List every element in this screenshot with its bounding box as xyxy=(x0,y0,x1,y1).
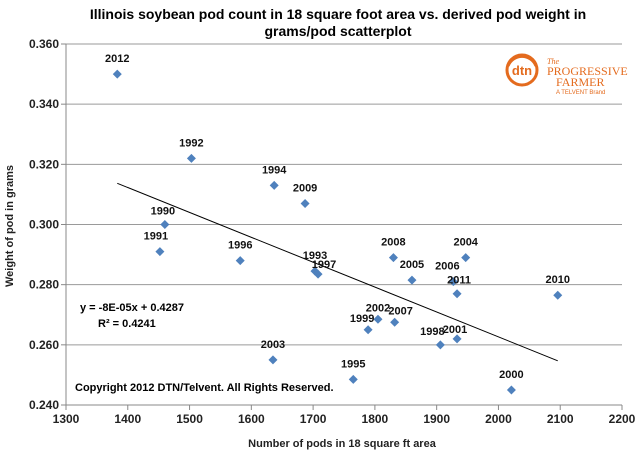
data-point-2004 xyxy=(461,253,471,263)
point-label-2004: 2004 xyxy=(453,237,478,249)
chart-title-line-2: grams/pod scatterplot xyxy=(264,23,411,39)
point-label-1996: 1996 xyxy=(228,240,252,252)
x-tick-labels: 1300 1400 1500 1600 1700 1800 1900 2000 2100 2200 xyxy=(53,405,636,426)
x-tick-label-1: 1400 xyxy=(114,412,141,426)
point-label-2010: 2010 xyxy=(546,274,570,286)
point-label-1991: 1991 xyxy=(144,231,168,243)
point-label-1995: 1995 xyxy=(341,358,365,370)
data-point-2010 xyxy=(553,290,563,300)
x-tick-label-8: 2100 xyxy=(547,412,574,426)
point-label-2002: 2002 xyxy=(366,302,390,314)
point-label-1998: 1998 xyxy=(420,326,444,338)
point-label-2007: 2007 xyxy=(388,305,412,317)
y-tick-label-2: 0.280 xyxy=(29,278,59,292)
trendline-line xyxy=(117,182,558,362)
data-point-1999 xyxy=(363,325,373,335)
data-point-1994 xyxy=(269,180,279,190)
gridlines xyxy=(66,43,622,346)
y-tick-label-1: 0.260 xyxy=(29,338,59,352)
point-label-1993: 1993 xyxy=(303,250,327,262)
y-tick-label-3: 0.300 xyxy=(29,218,59,232)
copyright-note: Copyright 2012 DTN/Telvent. All Rights R… xyxy=(75,382,334,394)
chart-title-line-1: Illinois soybean pod count in 18 square … xyxy=(90,6,586,22)
point-label-2012: 2012 xyxy=(105,53,129,65)
trendline xyxy=(117,182,558,362)
point-label-2000: 2000 xyxy=(499,369,523,381)
dtn-badge-arc-icon xyxy=(506,54,538,67)
dtn-badge-text: dtn xyxy=(512,63,532,78)
y-axis-label: Weight of pod in grams xyxy=(4,165,16,287)
y-tick-label-4: 0.320 xyxy=(29,157,59,171)
x-axis-label: Number of pods in 18 square ft area xyxy=(248,438,437,450)
x-tick-label-0: 1300 xyxy=(53,412,80,426)
point-label-1994: 1994 xyxy=(262,164,287,176)
point-label-2001: 2001 xyxy=(443,324,467,336)
point-label-2003: 2003 xyxy=(261,339,285,351)
x-tick-label-4: 1700 xyxy=(300,412,327,426)
data-point-2012 xyxy=(112,69,122,79)
y-tick-label-6: 0.360 xyxy=(29,37,59,51)
x-tick-label-5: 1800 xyxy=(362,412,389,426)
data-point-2002 xyxy=(373,314,383,324)
logo-line-1: The xyxy=(547,57,559,66)
point-label-2011: 2011 xyxy=(447,275,471,287)
point-label-1992: 1992 xyxy=(179,137,203,149)
point-label-1997: 1997 xyxy=(312,259,336,271)
data-point-1992 xyxy=(186,153,196,163)
x-tick-label-9: 2200 xyxy=(609,412,636,426)
data-point-2005 xyxy=(407,275,417,285)
data-point-2003 xyxy=(268,355,278,365)
data-point-2008 xyxy=(388,253,398,263)
y-tick-label-5: 0.340 xyxy=(29,97,59,111)
point-label-2008: 2008 xyxy=(381,237,405,249)
data-point-1997 xyxy=(313,269,323,279)
logo-line-2: PROGRESSIVE xyxy=(547,64,628,78)
data-points xyxy=(112,69,563,395)
x-tick-label-7: 2000 xyxy=(485,412,512,426)
point-label-2005: 2005 xyxy=(400,259,424,271)
data-point-1995 xyxy=(348,374,358,384)
x-tick-label-2: 1500 xyxy=(176,412,203,426)
data-point-1990 xyxy=(160,220,170,229)
logo-line-3: FARMER xyxy=(556,75,604,89)
data-point-2000 xyxy=(506,385,516,395)
data-point-1996 xyxy=(235,256,245,266)
trend-equation: y = -8E-05x + 0.4287 xyxy=(80,302,184,314)
y-tick-labels: 0.240 0.260 0.280 0.300 0.320 0.340 0.360 xyxy=(29,37,66,412)
y-tick-label-0: 0.240 xyxy=(29,398,59,412)
r-squared: R² = 0.4241 xyxy=(98,318,156,330)
data-point-2009 xyxy=(300,198,310,208)
point-label-1999: 1999 xyxy=(350,313,374,325)
data-point-1998 xyxy=(435,340,445,350)
x-tick-label-3: 1600 xyxy=(238,412,265,426)
data-point-2007 xyxy=(390,317,400,327)
point-label-2006: 2006 xyxy=(435,261,459,273)
x-tick-label-6: 1900 xyxy=(423,412,450,426)
data-point-2011 xyxy=(452,289,462,299)
logo-tagline: A TELVENT Brand xyxy=(556,90,605,96)
data-point-2006 xyxy=(448,277,458,287)
dtn-logo: dtn The PROGRESSIVE FARMER A TELVENT Bra… xyxy=(505,53,628,96)
point-label-2009: 2009 xyxy=(293,182,317,194)
data-point-2001 xyxy=(452,334,462,344)
point-label-1990: 1990 xyxy=(151,206,175,218)
data-point-1991 xyxy=(155,247,165,257)
